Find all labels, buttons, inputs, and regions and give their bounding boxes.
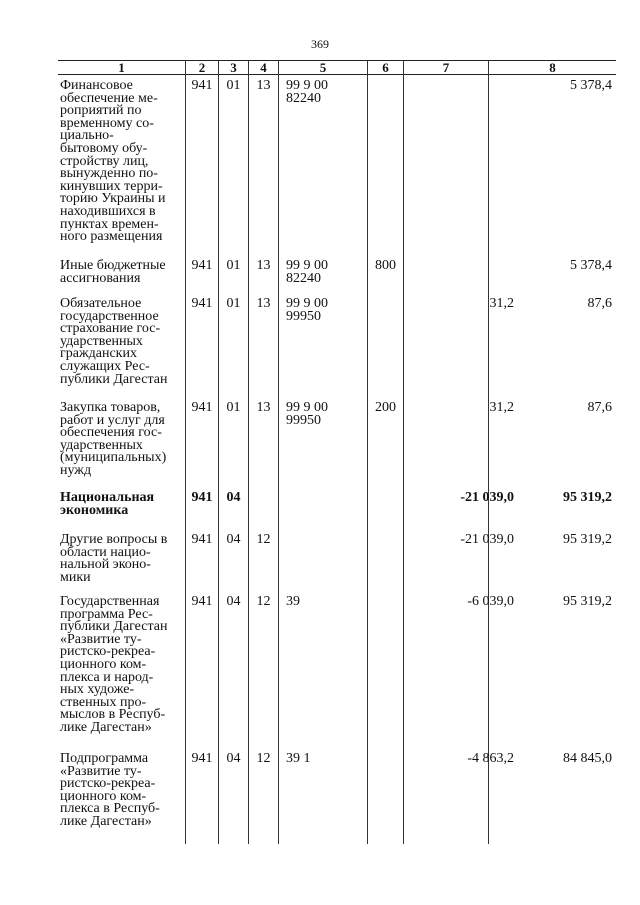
expense-type-code: 800	[375, 258, 396, 273]
target-article-code: 39 1	[286, 751, 311, 766]
change-amount: -21 039,0	[460, 532, 514, 547]
change-amount: -6 039,0	[467, 594, 514, 609]
subsection-code: 12	[256, 594, 271, 609]
section-code: 04	[226, 490, 241, 505]
ministry-code: 941	[191, 400, 213, 415]
row-name: Иные бюджетные ассигнования	[60, 258, 166, 286]
column-divider	[278, 60, 279, 844]
column-header: 2	[198, 60, 206, 75]
expense-type-code: 200	[375, 400, 396, 415]
column-header: 8	[549, 60, 556, 75]
column-header: 1	[118, 60, 125, 75]
section-code: 01	[226, 258, 241, 273]
change-amount: 31,2	[489, 296, 515, 311]
total-amount: 5 378,4	[570, 78, 612, 93]
subsection-code: 12	[256, 751, 271, 766]
row-name: Подпрограмма «Развитие ту- ристско-рекре…	[60, 751, 160, 829]
section-code: 01	[226, 296, 241, 311]
column-divider	[218, 60, 219, 844]
change-amount: -21 039,0	[460, 490, 514, 505]
column-header: 3	[230, 60, 237, 75]
target-article-code: 39	[286, 594, 300, 609]
target-article-code: 99 9 00 99950	[286, 296, 328, 324]
total-amount: 87,6	[587, 400, 613, 415]
column-divider	[403, 60, 404, 844]
target-article-code: 99 9 00 99950	[286, 400, 328, 428]
total-amount: 95 319,2	[563, 490, 612, 505]
header-bottom-border	[58, 74, 616, 75]
ministry-code: 941	[191, 751, 213, 766]
total-amount: 5 378,4	[570, 258, 612, 273]
change-amount: 31,2	[489, 400, 515, 415]
row-name: Национальная экономика	[60, 490, 155, 518]
section-code: 01	[226, 78, 241, 93]
page-number: 369	[311, 37, 329, 51]
column-header: 7	[442, 60, 450, 75]
section-code: 04	[226, 751, 241, 766]
subsection-code: 13	[256, 78, 271, 93]
total-amount: 95 319,2	[563, 532, 612, 547]
row-name: Обязательное государственное страхование…	[60, 296, 168, 387]
total-amount: 84 845,0	[563, 751, 612, 766]
column-divider	[185, 60, 186, 844]
ministry-code: 941	[191, 594, 213, 609]
subsection-code: 12	[256, 532, 271, 547]
subsection-code: 13	[256, 400, 271, 415]
column-divider	[488, 60, 489, 844]
subsection-code: 13	[256, 296, 271, 311]
column-header: 5	[319, 60, 327, 75]
target-article-code: 99 9 00 82240	[286, 78, 328, 106]
column-header: 6	[382, 60, 389, 75]
row-name: Другие вопросы в области нацио- нальной …	[60, 532, 168, 585]
target-article-code: 99 9 00 82240	[286, 258, 328, 286]
section-code: 04	[226, 532, 241, 547]
ministry-code: 941	[191, 532, 213, 547]
total-amount: 87,6	[587, 296, 613, 311]
row-name: Закупка товаров, работ и услуг для обесп…	[60, 400, 167, 478]
ministry-code: 941	[191, 296, 213, 311]
column-divider	[248, 60, 249, 844]
subsection-code: 13	[256, 258, 271, 273]
section-code: 04	[226, 594, 241, 609]
ministry-code: 941	[191, 258, 213, 273]
ministry-code: 941	[191, 78, 213, 93]
table-top-border	[58, 60, 616, 61]
total-amount: 95 319,2	[563, 594, 612, 609]
section-code: 01	[226, 400, 241, 415]
change-amount: -4 863,2	[467, 751, 514, 766]
row-name: Финансовое обеспечение ме- роприятий по …	[60, 78, 166, 245]
column-header: 4	[260, 60, 267, 75]
row-name: Государственная программа Рес- публики Д…	[60, 594, 168, 735]
column-divider	[367, 60, 368, 844]
ministry-code: 941	[191, 490, 213, 505]
